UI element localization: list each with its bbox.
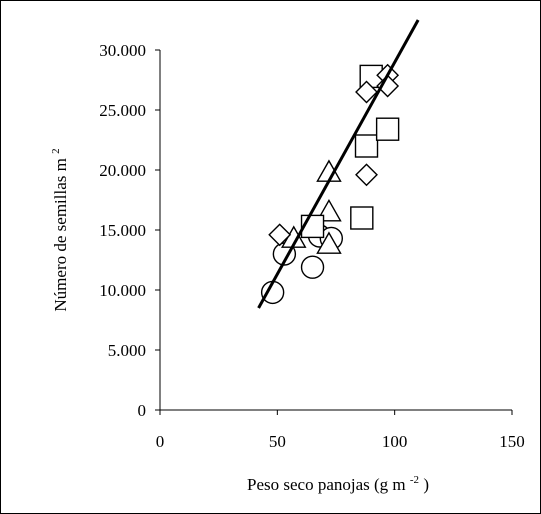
y-tick-label: 0: [138, 401, 147, 420]
data-points: [260, 63, 400, 305]
y-axis-label-superscript: 2: [50, 148, 62, 154]
x-axis-label-text: Peso seco panojas (g m: [247, 475, 406, 494]
y-tick-label: 15.000: [99, 221, 146, 240]
y-tick-label: 5.000: [108, 341, 146, 360]
x-tick-label: 0: [156, 432, 165, 451]
data-point-diamond: [355, 80, 378, 104]
data-point-circle: [300, 255, 325, 279]
y-tick-label: 20.000: [99, 161, 146, 180]
ticks: 0 5.000 10.000 15.000 20.000 25.000 30.000 0 50 1…: [99, 41, 525, 451]
data-point-triangle: [316, 231, 342, 254]
x-axis-label: Peso seco panojas (g m -2 ): [247, 468, 429, 494]
x-tick-label: 50: [269, 432, 286, 451]
data-point-square: [350, 206, 374, 230]
data-point-diamond: [268, 223, 292, 247]
data-point-square: [375, 117, 400, 141]
x-tick-label: 100: [382, 432, 408, 451]
trendline: [257, 19, 420, 309]
y-tick-label: 30.000: [99, 41, 146, 60]
x-axis-label-suffix: ): [423, 475, 429, 494]
data-point-diamond: [376, 74, 400, 98]
x-tick-label: 150: [499, 432, 525, 451]
x-axis-label-superscript: -2: [410, 474, 419, 486]
y-axis-label: Número de semillas m 2: [50, 148, 70, 311]
y-tick-label: 10.000: [99, 281, 146, 300]
y-axis-label-text: Número de semillas m: [51, 158, 70, 311]
y-tick-label: 25.000: [99, 101, 146, 120]
data-point-diamond: [355, 163, 378, 187]
data-point-square: [354, 134, 379, 158]
